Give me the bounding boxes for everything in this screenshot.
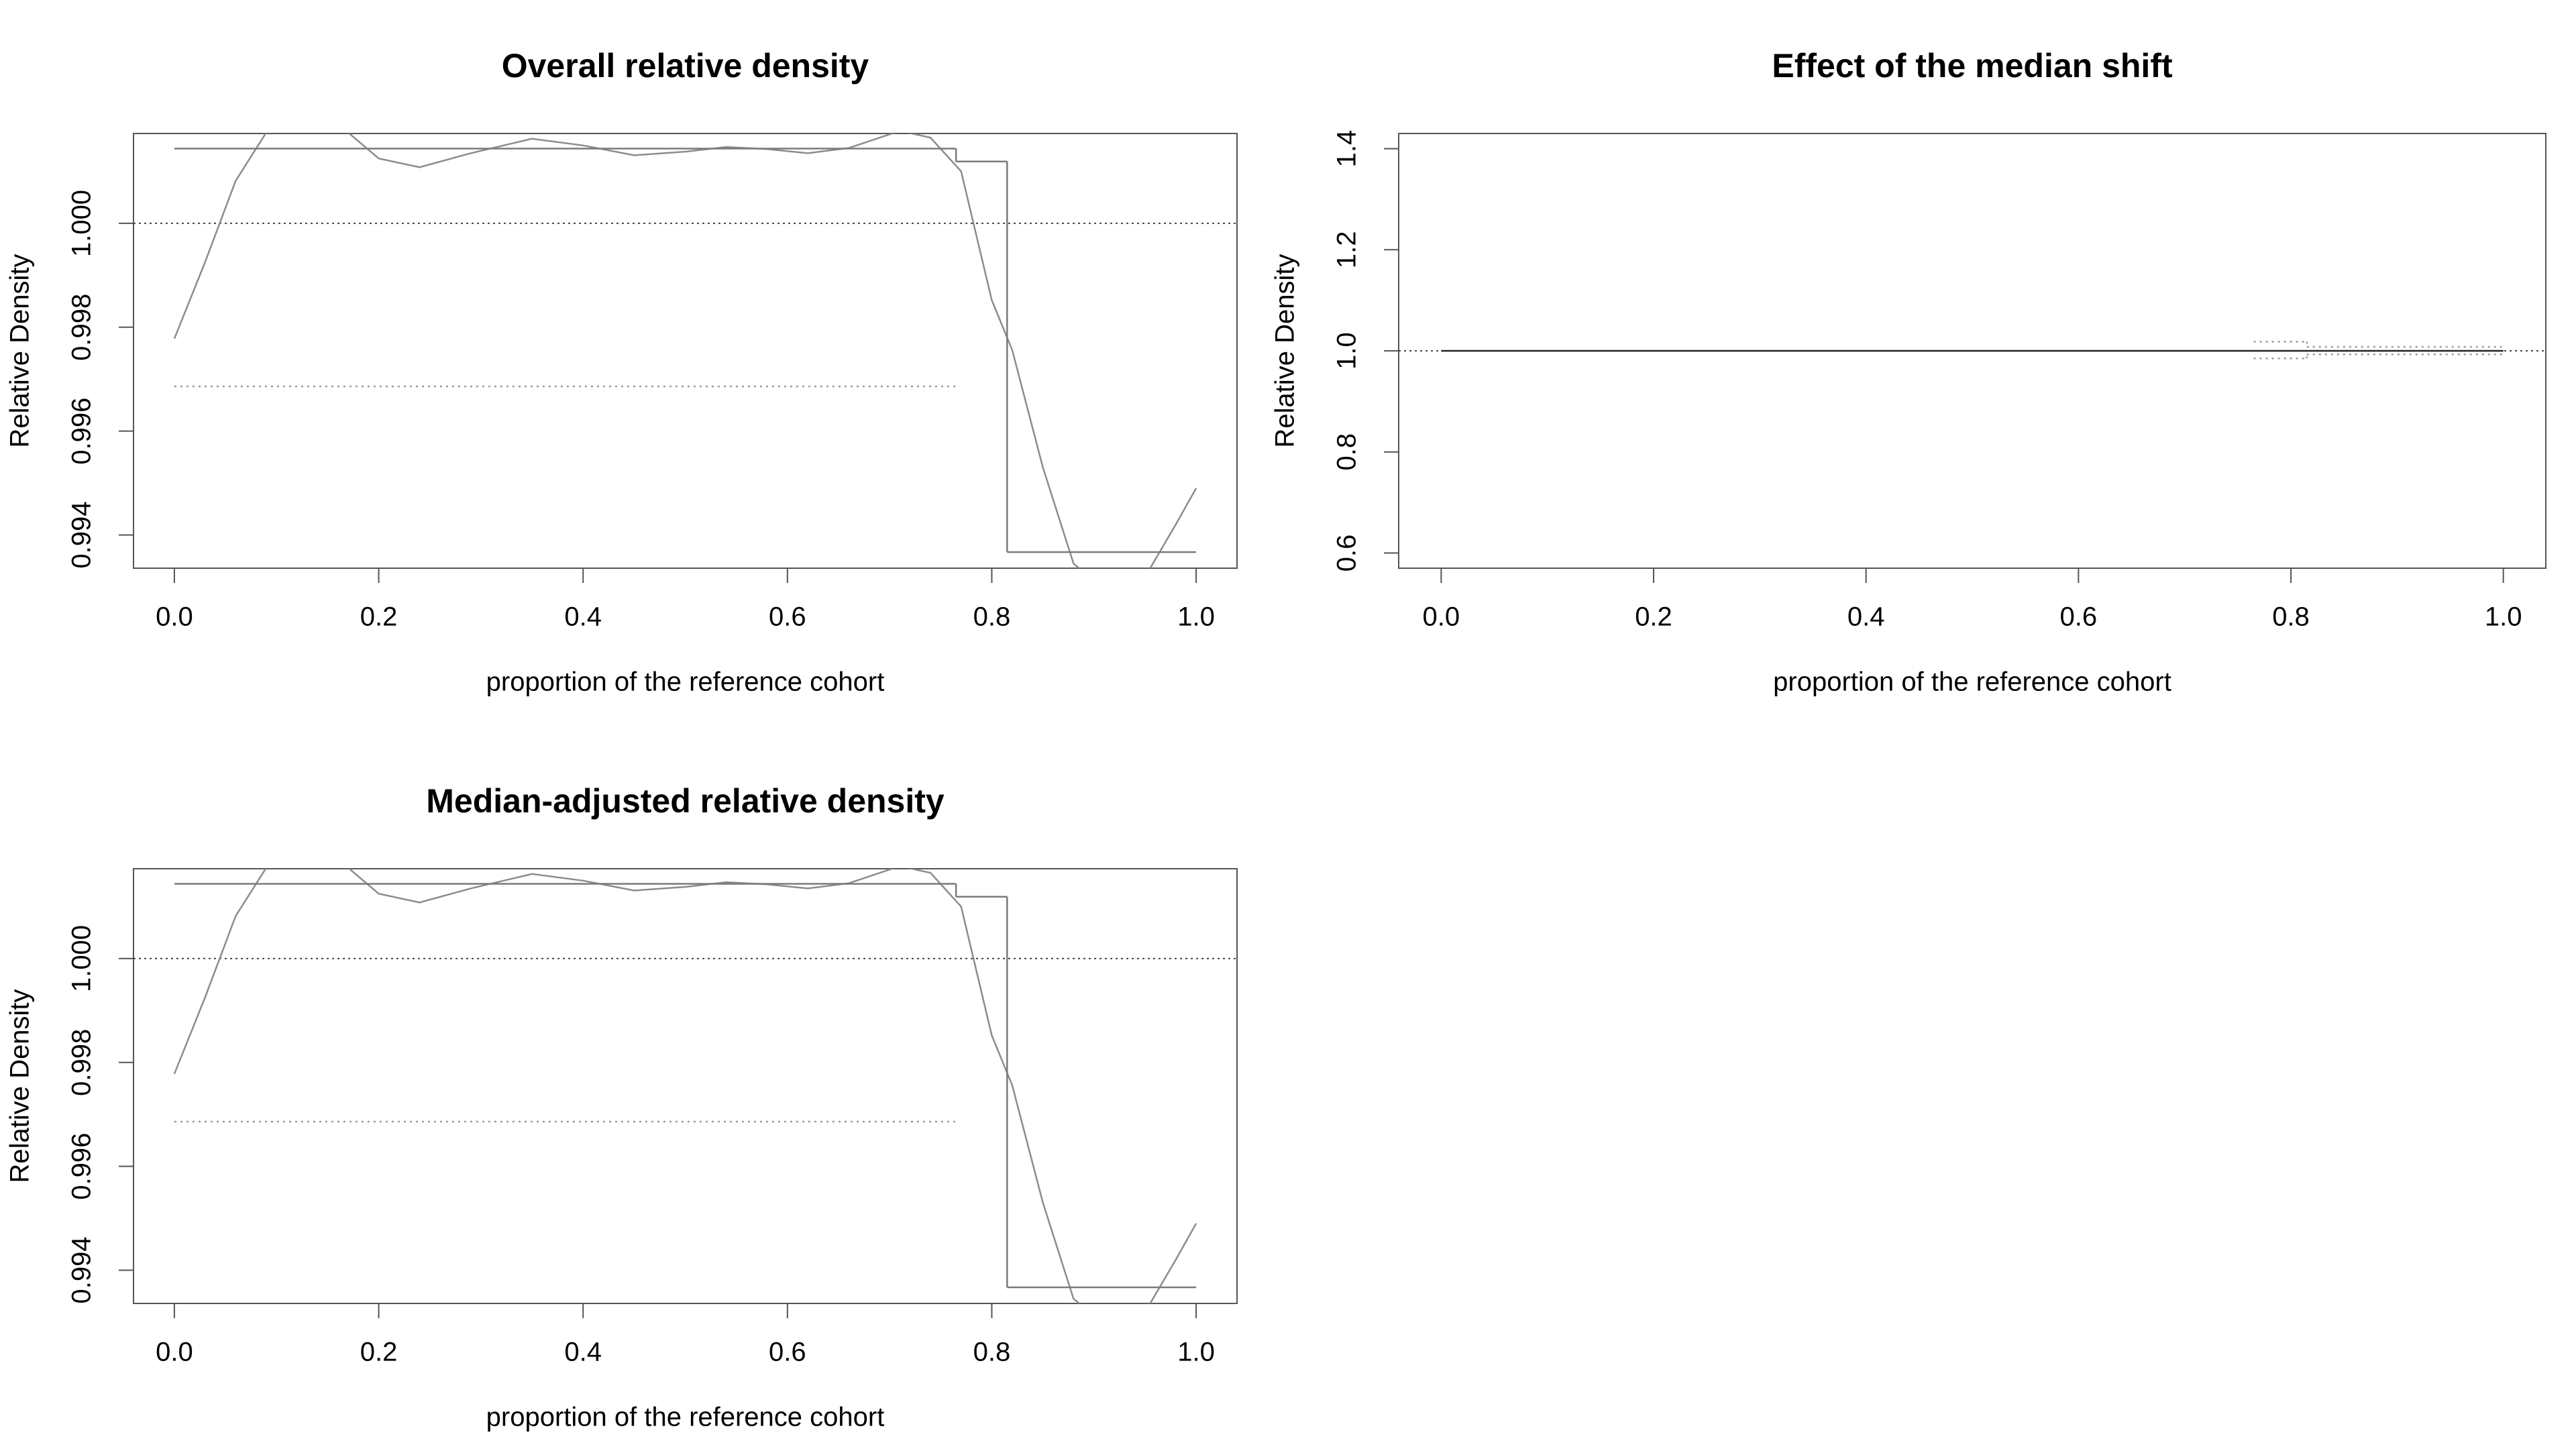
x-tick-label: 0.8 <box>973 602 1011 632</box>
x-tick-label: 1.0 <box>1177 1338 1215 1367</box>
x-tick-label: 0.0 <box>1423 602 1460 632</box>
x-axis-label: proportion of the reference cohort <box>486 667 885 697</box>
x-tick-label: 0.4 <box>564 1338 602 1367</box>
x-tick-label: 0.0 <box>156 602 193 632</box>
y-tick-label: 0.998 <box>67 1029 97 1096</box>
y-axis-label: Relative Density <box>5 989 35 1183</box>
y-axis-label: Relative Density <box>5 254 35 447</box>
y-tick-label: 1.4 <box>1332 130 1362 168</box>
x-tick-label: 0.8 <box>973 1338 1011 1367</box>
x-axis-label: proportion of the reference cohort <box>1773 667 2171 697</box>
x-tick-label: 1.0 <box>2485 602 2522 632</box>
x-tick-label: 0.2 <box>1635 602 1672 632</box>
y-tick-label: 0.998 <box>67 294 97 361</box>
plot-area <box>1399 341 2546 360</box>
y-tick-label: 1.000 <box>67 190 97 257</box>
panel: Effect of the median shift proportion of … <box>1271 47 2546 697</box>
plot-frame <box>133 133 1238 569</box>
chart-title: Median-adjusted relative density <box>426 782 945 820</box>
y-tick-label: 0.994 <box>67 1236 97 1303</box>
plot-frame <box>133 868 1238 1304</box>
x-tick-label: 0.2 <box>360 602 398 632</box>
y-tick-label: 0.8 <box>1332 433 1362 471</box>
chart-title: Effect of the median shift <box>1772 47 2173 85</box>
x-axis-label: proportion of the reference cohort <box>486 1403 885 1432</box>
y-tick-label: 0.996 <box>67 1133 97 1200</box>
x-tick-label: 0.4 <box>564 602 602 632</box>
x-tick-label: 0.4 <box>1847 602 1885 632</box>
density-curve <box>173 133 1197 568</box>
x-tick-label: 0.6 <box>2060 602 2098 632</box>
y-axis-label: Relative Density <box>1271 254 1300 447</box>
y-tick-label: 1.000 <box>67 925 97 992</box>
x-tick-label: 1.0 <box>1177 602 1215 632</box>
panel: Median-adjusted relative density proporti… <box>5 782 1238 1432</box>
x-tick-label: 0.2 <box>360 1338 398 1367</box>
chart-title: Overall relative density <box>502 47 869 85</box>
density-curve <box>173 869 1197 1303</box>
y-tick-label: 0.996 <box>67 398 97 465</box>
plot-area <box>133 133 1237 568</box>
panel: Overall relative density proportion of th… <box>5 47 1238 697</box>
y-tick-label: 0.994 <box>67 501 97 568</box>
x-tick-label: 0.6 <box>769 602 806 632</box>
x-tick-label: 0.6 <box>769 1338 806 1367</box>
y-tick-label: 1.2 <box>1332 231 1362 268</box>
x-tick-label: 0.0 <box>156 1338 193 1367</box>
y-tick-label: 0.6 <box>1332 535 1362 572</box>
y-tick-label: 1.0 <box>1332 332 1362 370</box>
plot-area <box>133 869 1237 1303</box>
x-tick-label: 0.8 <box>2272 602 2310 632</box>
